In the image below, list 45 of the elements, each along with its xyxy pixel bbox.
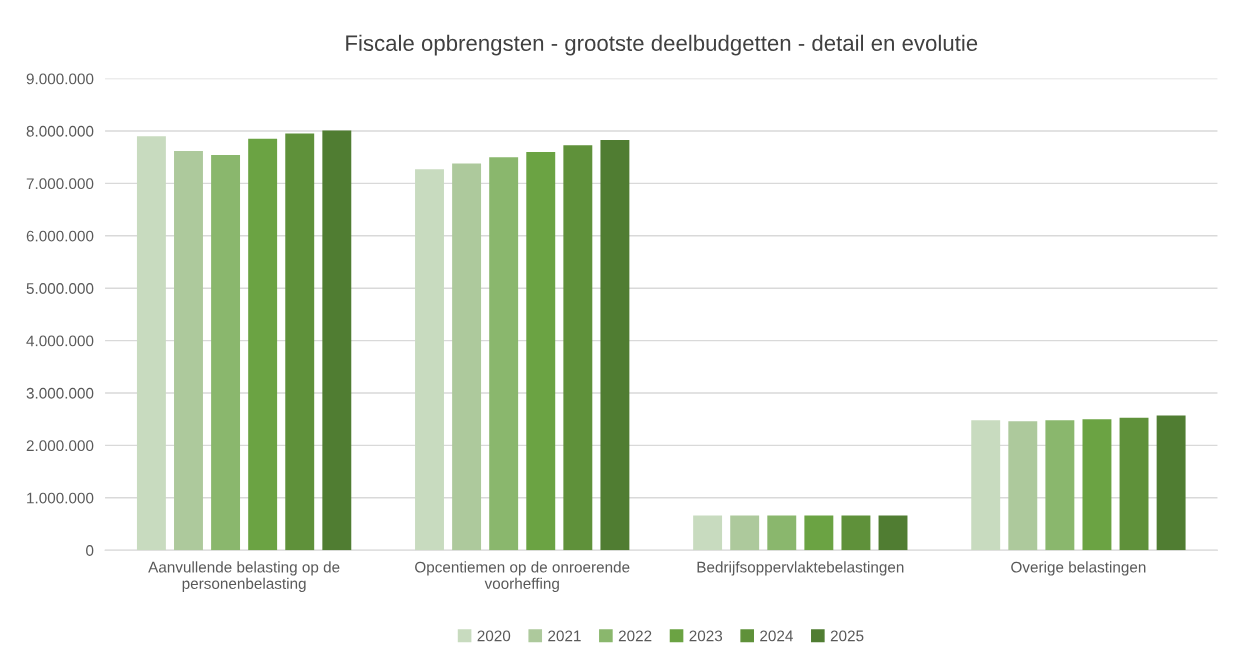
y-tick-label: 1.000.000	[27, 492, 94, 504]
bar	[415, 169, 444, 551]
y-tick-label: 3.000.000	[26, 387, 94, 399]
y-tick-label: 7.000.000	[26, 178, 94, 190]
bar	[767, 515, 797, 551]
bar	[563, 145, 593, 551]
bar	[878, 515, 908, 551]
bar	[730, 515, 760, 551]
bar	[285, 133, 315, 551]
bar	[322, 130, 352, 551]
bar	[248, 138, 278, 551]
legend-label: 2024	[760, 630, 793, 642]
legend-label: 2020	[477, 630, 511, 642]
y-tick-label: 6.000.000	[26, 230, 94, 242]
bar	[136, 136, 166, 551]
y-tick-label: 0	[86, 545, 94, 556]
y-tick-label: 9.000.000	[26, 73, 94, 85]
bar	[1156, 415, 1186, 551]
bar	[804, 515, 834, 551]
bar	[211, 155, 241, 551]
bar	[1045, 420, 1075, 551]
x-tick-label: Bedrijfsoppervlaktebelastingen	[697, 561, 904, 576]
legend-label: 2022	[618, 630, 652, 642]
x-tick-label: Aanvullende belasting op de personenbelasting	[148, 561, 340, 593]
legend-label: 2025	[830, 630, 864, 642]
bar	[174, 150, 203, 551]
bar	[1082, 419, 1112, 551]
bar	[452, 163, 482, 551]
x-tick-label: Opcentiemen op de onroerende voorheffing	[415, 561, 630, 593]
x-tick-label: Overige belastingen	[1011, 561, 1146, 576]
legend-label: 2021	[548, 630, 581, 642]
bar	[971, 420, 1001, 551]
bar	[526, 151, 556, 551]
legend-label: 2023	[689, 630, 723, 642]
bar	[1119, 417, 1149, 551]
y-tick-label: 8.000.000	[26, 125, 94, 137]
chart-title: Fiscale opbrengsten - grootste deelbudgetten - detail en evolutie	[346, 34, 978, 56]
bar	[693, 515, 723, 551]
bar	[489, 157, 519, 551]
bar	[600, 139, 630, 551]
y-tick-label: 5.000.000	[26, 283, 94, 294]
y-tick-label: 2.000.000	[26, 440, 94, 452]
bar	[1008, 421, 1038, 551]
y-tick-label: 4.000.000	[26, 335, 94, 347]
bar	[841, 515, 871, 551]
